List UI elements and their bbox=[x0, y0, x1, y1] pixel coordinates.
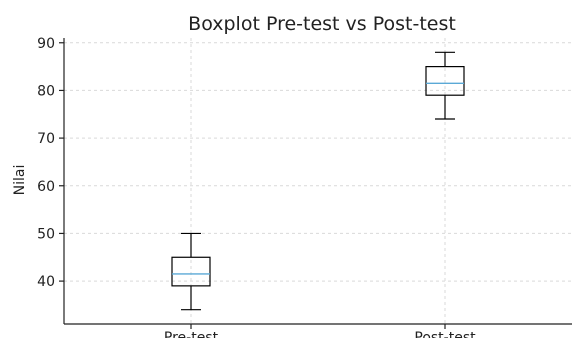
grid-lines bbox=[64, 38, 572, 324]
y-tick-label: 60 bbox=[37, 179, 55, 195]
x-tick-label: Pre-test bbox=[164, 330, 219, 338]
y-axis-label: Nilai bbox=[12, 165, 28, 196]
iqr-box bbox=[425, 65, 465, 96]
box-pre-test bbox=[171, 232, 211, 311]
y-tick-label: 80 bbox=[37, 83, 55, 99]
boxes bbox=[171, 51, 465, 311]
y-tick-label: 40 bbox=[37, 274, 55, 290]
chart-title: Boxplot Pre-test vs Post-test bbox=[188, 13, 456, 35]
tick-labels: 40 50 60 70 80 90 Pre-test Post-test bbox=[37, 36, 476, 338]
box-post-test bbox=[425, 51, 465, 120]
y-tick-label: 90 bbox=[37, 36, 55, 52]
y-tick-label: 50 bbox=[37, 226, 55, 242]
x-tick-label: Post-test bbox=[414, 330, 476, 338]
y-tick-label: 70 bbox=[37, 131, 55, 147]
axes bbox=[59, 38, 572, 329]
iqr-box bbox=[171, 256, 211, 287]
